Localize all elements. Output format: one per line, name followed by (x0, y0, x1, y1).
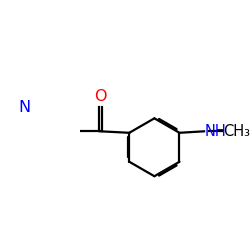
Text: CH₃: CH₃ (223, 124, 250, 139)
Text: NH: NH (205, 124, 227, 139)
Text: O: O (94, 89, 106, 104)
Text: N: N (18, 100, 31, 115)
